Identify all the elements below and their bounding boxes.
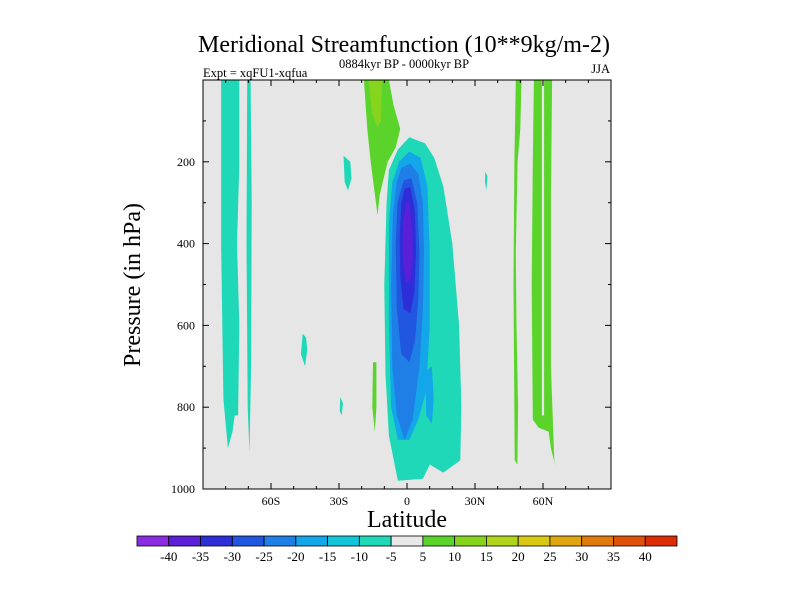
colorbar-label: -25: [255, 549, 272, 564]
colorbar-swatch: [644, 535, 678, 547]
x-tick-label: 30S: [330, 494, 349, 508]
experiment-label: Expt = xqFU1-xqfua: [203, 66, 308, 80]
x-tick-label: 0: [404, 494, 410, 508]
contour-sh-lower-green: [372, 362, 377, 432]
contour-nh-upper-blob: [485, 172, 488, 191]
colorbar-label: -10: [351, 549, 368, 564]
colorbar-label: 30: [575, 549, 588, 564]
colorbar-swatch: [200, 535, 233, 547]
colorbar-swatch: [549, 535, 583, 547]
colorbar-swatch: [168, 535, 201, 547]
colorbar-label: -35: [192, 549, 209, 564]
contour-upper-green-core: [368, 80, 383, 127]
x-axis-label: Latitude: [367, 507, 447, 533]
contour-hook-south: [425, 366, 434, 424]
colorbar-swatch: [327, 535, 360, 547]
colorbar-label: -5: [386, 549, 397, 564]
contour-fills: [221, 80, 556, 481]
contour-sh-midlevel-blob: [300, 333, 308, 367]
colorbar-label: 20: [512, 549, 525, 564]
colorbar-swatch: [581, 535, 614, 547]
colorbar-swatch: [295, 535, 328, 547]
colorbar-swatch: [454, 535, 487, 547]
plot-area: 60S 30S 0 30N 60N 200 400 600 800 1000: [171, 79, 612, 508]
colorbar-label: -40: [160, 549, 177, 564]
contour-main-cell-m30: [402, 202, 413, 283]
contour-nh-band-1: [513, 80, 522, 465]
contour-nh-band-2-gap: [541, 80, 545, 416]
colorbar-label: 25: [543, 549, 556, 564]
contour-sh-midlat-band: [246, 80, 252, 453]
colorbar-label: 10: [448, 549, 461, 564]
y-tick-label: 600: [177, 318, 195, 332]
y-tick-label: 800: [177, 400, 195, 414]
colorbar-swatch: [486, 535, 519, 547]
colorbar-swatch: [231, 535, 265, 547]
colorbar-swatch: [390, 535, 424, 547]
colorbar-label: -15: [319, 549, 336, 564]
colorbar-label: 5: [420, 549, 427, 564]
x-tick-label: 60S: [262, 494, 281, 508]
x-tick-label: 30N: [465, 494, 486, 508]
season-label: JJA: [591, 62, 610, 76]
contour-sh-lowlevel-blob: [339, 397, 343, 416]
colorbar-label: -20: [287, 549, 304, 564]
colorbar-label: -30: [224, 549, 241, 564]
y-tick-label: 1000: [171, 482, 195, 496]
chart-title: Meridional Streamfunction (10**9kg/m-2): [198, 32, 610, 58]
x-axis: 60S 30S 0 30N 60N: [225, 80, 589, 508]
y-tick-label: 200: [177, 155, 195, 169]
y-tick-label: 400: [177, 237, 195, 251]
x-tick-label: 60N: [533, 494, 554, 508]
time-range-label: 0884kyr BP - 0000kyr BP: [339, 57, 469, 71]
colorbar-label: 35: [607, 549, 620, 564]
contour-sh-upper-blob: [343, 155, 352, 191]
colorbar-swatch: [517, 535, 551, 547]
y-axis-label: Pressure (in hPa): [120, 203, 146, 367]
colorbar: -40 -35 -30 -25 -20 -15 -10 -5 5 10 15 20 25 30 35 40: [136, 535, 678, 564]
y-axis: 200 400 600 800 1000: [171, 120, 611, 496]
colorbar-label: 15: [480, 549, 493, 564]
contour-sh-polar-band: [221, 80, 240, 449]
colorbar-swatch: [358, 535, 392, 547]
colorbar-swatch: [263, 535, 297, 547]
colorbar-swatch: [422, 535, 456, 547]
colorbar-swatch: [136, 535, 170, 547]
colorbar-label: 40: [639, 549, 652, 564]
colorbar-swatch: [613, 535, 646, 547]
